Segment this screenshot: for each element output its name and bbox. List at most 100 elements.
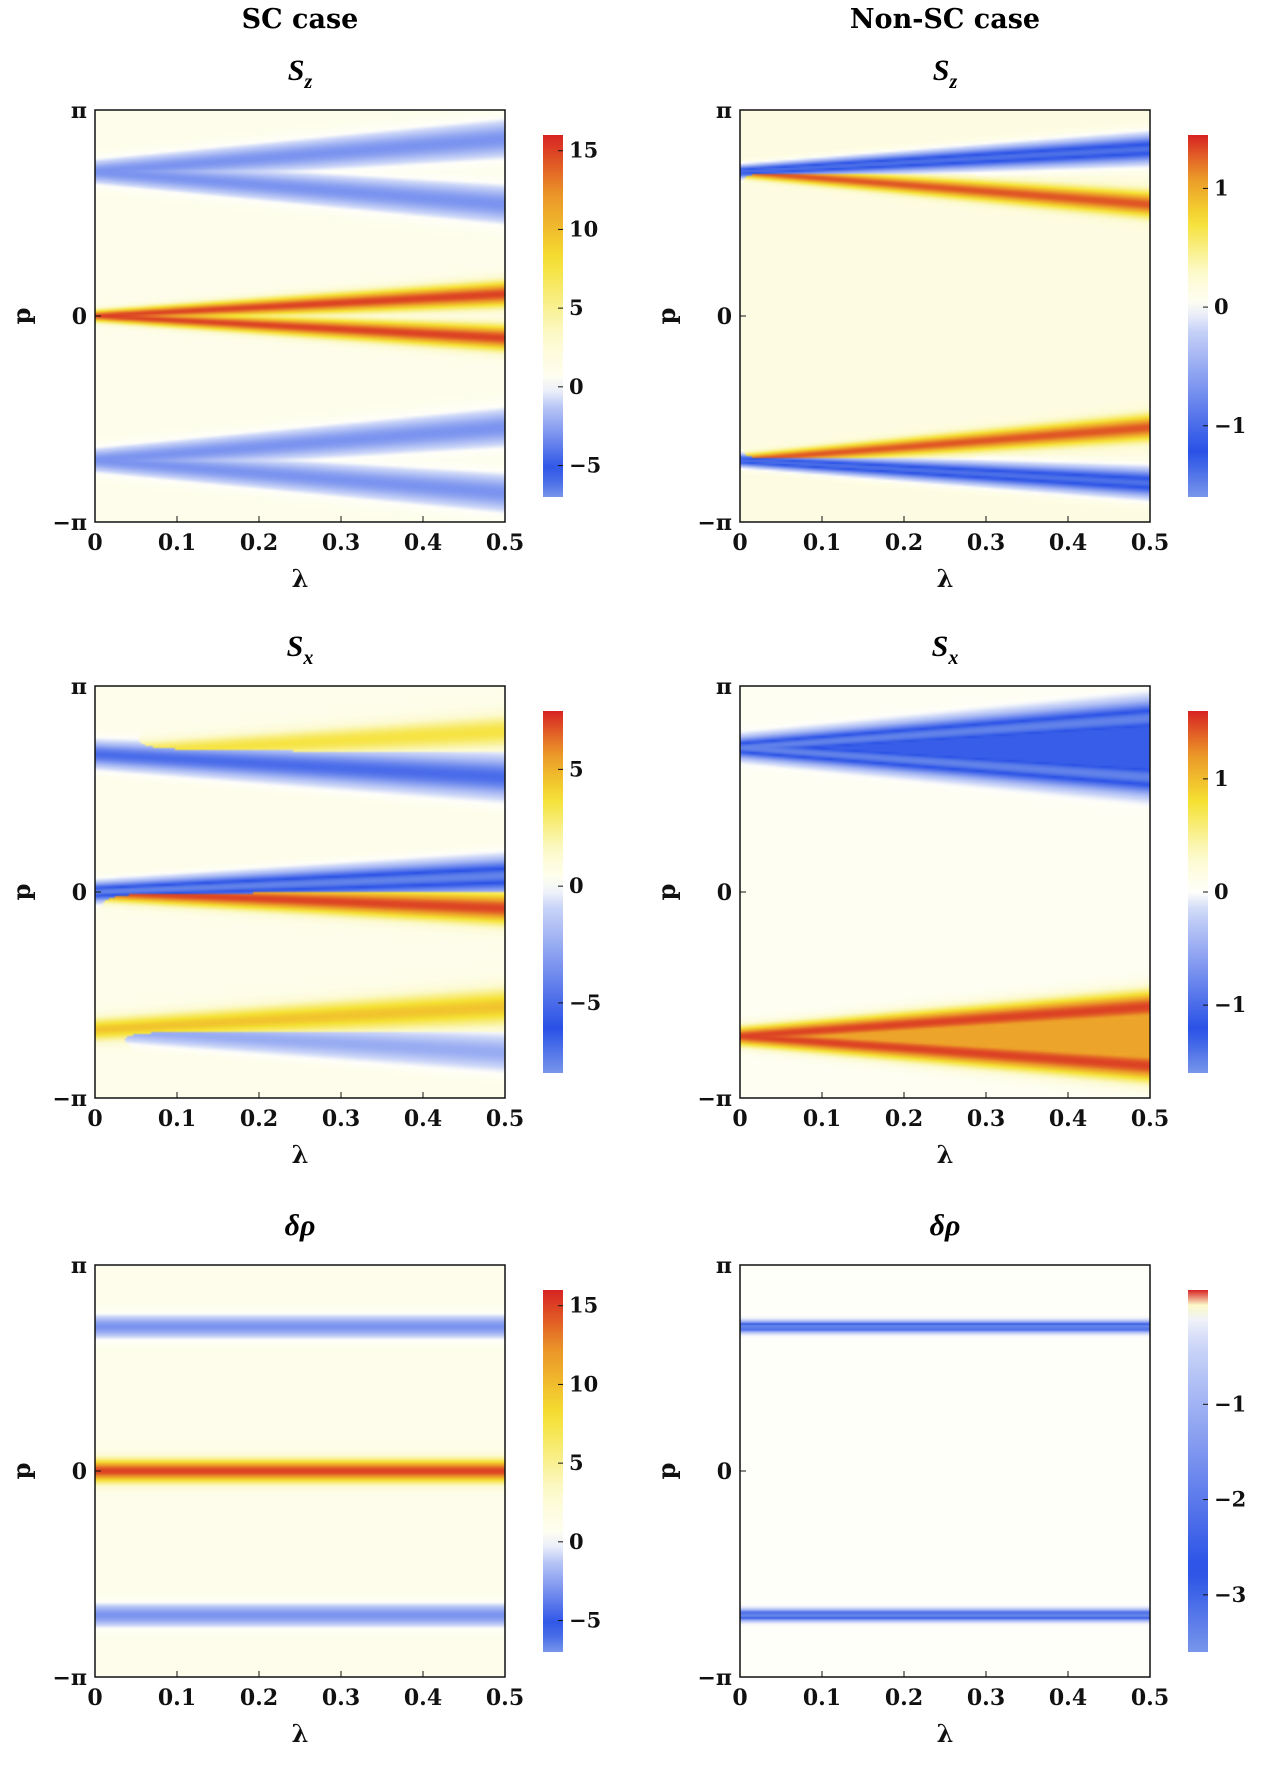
x-tick-label: 0	[87, 530, 102, 556]
x-tick-label: 0.1	[803, 1106, 841, 1132]
y-tick-label: 0	[72, 880, 87, 906]
y-axis-label: p	[652, 1463, 681, 1480]
colorbar-tick-label: −5	[569, 453, 601, 478]
x-tick-label: 0.2	[240, 1106, 278, 1132]
x-tick-label: 0.2	[240, 530, 278, 556]
heatmap-panel-sc-sx: Sx 0 0.1 0.2 0.3 0.4 0.5 −π 0 π λ p 5 0 −5	[0, 616, 620, 1190]
x-tick-label: 0.5	[486, 1685, 524, 1711]
y-tick-label: 0	[72, 304, 87, 330]
y-tick-label: 0	[717, 1459, 732, 1485]
colorbar-tick-label: 0	[1214, 879, 1229, 904]
panel-title: Sx	[287, 630, 314, 669]
colorbar-tick-label: 10	[569, 1371, 598, 1396]
x-tick-label: 0.4	[404, 530, 442, 556]
colorbar	[543, 1290, 563, 1652]
column-header-sc: SC case	[241, 4, 359, 35]
colorbar-tick-label: 0	[569, 374, 584, 399]
colorbar	[1188, 135, 1208, 497]
heatmap-panel-nsc-sx: Sx 0 0.1 0.2 0.3 0.4 0.5 −π 0 π λ p 1 0 −1	[645, 616, 1265, 1190]
x-tick-label: 0.5	[486, 530, 524, 556]
x-tick-label: 0.2	[885, 1106, 923, 1132]
x-tick-label: 0	[732, 1685, 747, 1711]
y-tick-label: π	[71, 674, 87, 700]
heatmap-image	[95, 1265, 505, 1677]
x-axis-label: λ	[937, 1140, 954, 1169]
x-tick-label: 0.5	[1131, 1685, 1169, 1711]
heatmap-panel-sc-sz: Sz 0 0.1 0.2 0.3 0.4 0.5 −π 0 π λ p 15 10 5 0 −5	[0, 40, 620, 614]
colorbar-tick-label: −1	[1214, 413, 1246, 438]
y-tick-label: π	[716, 98, 732, 124]
heatmap-image	[740, 1265, 1150, 1677]
y-tick-label: 0	[717, 304, 732, 330]
y-tick-label: 0	[72, 1459, 87, 1485]
y-axis-label: p	[7, 1463, 36, 1480]
x-tick-label: 0.4	[1049, 530, 1087, 556]
heatmap-panel-sc-drho: δρ 0 0.1 0.2 0.3 0.4 0.5 −π 0 π λ p 15 10 5 0 −5	[0, 1195, 620, 1769]
x-axis-label: λ	[292, 564, 309, 593]
x-tick-label: 0.4	[1049, 1106, 1087, 1132]
colorbar-tick-label: 1	[1214, 766, 1229, 791]
y-tick-label: −π	[52, 1086, 87, 1112]
y-tick-label: π	[716, 1253, 732, 1279]
x-tick-label: 0.1	[158, 1106, 196, 1132]
x-tick-label: 0.3	[967, 1685, 1005, 1711]
colorbar-tick-label: 5	[569, 756, 584, 781]
y-tick-label: 0	[717, 880, 732, 906]
colorbar	[1188, 1290, 1208, 1652]
colorbar-tick-label: −5	[569, 1608, 601, 1633]
colorbar-tick-label: −1	[1214, 1391, 1246, 1416]
x-tick-label: 0.4	[404, 1106, 442, 1132]
heatmap-image	[740, 686, 1150, 1098]
x-tick-label: 0.3	[967, 530, 1005, 556]
column-header-non-sc: Non-SC case	[849, 4, 1041, 35]
x-tick-label: 0.5	[1131, 1106, 1169, 1132]
y-tick-label: −π	[697, 1086, 732, 1112]
x-tick-label: 0.1	[803, 1685, 841, 1711]
colorbar-tick-label: 1	[1214, 175, 1229, 200]
colorbar-tick-label: 10	[569, 216, 598, 241]
heatmap-panel-nsc-sz: Sz 0 0.1 0.2 0.3 0.4 0.5 −π 0 π λ p 1 0 −1	[645, 40, 1265, 614]
panel-title: Sx	[932, 630, 959, 669]
x-axis-label: λ	[292, 1140, 309, 1169]
colorbar-tick-label: −5	[569, 990, 601, 1015]
y-axis-label: p	[7, 884, 36, 901]
x-tick-label: 0	[87, 1106, 102, 1132]
heatmap-image	[95, 686, 505, 1098]
panel-title: Sz	[288, 54, 313, 93]
x-tick-label: 0.4	[404, 1685, 442, 1711]
x-tick-label: 0.2	[885, 1685, 923, 1711]
x-tick-label: 0.4	[1049, 1685, 1087, 1711]
y-tick-label: −π	[697, 1665, 732, 1691]
heatmap-image	[95, 110, 505, 522]
y-tick-label: −π	[697, 510, 732, 536]
colorbar-tick-label: −2	[1214, 1487, 1246, 1512]
x-tick-label: 0.3	[322, 530, 360, 556]
colorbar-tick-label: 0	[569, 873, 584, 898]
colorbar-tick-label: −1	[1214, 992, 1246, 1017]
colorbar-tick-label: 0	[569, 1529, 584, 1554]
x-tick-label: 0.1	[158, 530, 196, 556]
colorbar-tick-label: 15	[569, 1293, 598, 1318]
x-tick-label: 0	[732, 1106, 747, 1132]
panel-title: Sz	[933, 54, 958, 93]
colorbar-tick-label: 5	[569, 1450, 584, 1475]
x-tick-label: 0.3	[322, 1106, 360, 1132]
x-tick-label: 0.1	[803, 530, 841, 556]
colorbar	[543, 135, 563, 497]
x-axis-label: λ	[937, 1719, 954, 1748]
colorbar-tick-label: 5	[569, 295, 584, 320]
colorbar	[543, 711, 563, 1073]
x-axis-label: λ	[937, 564, 954, 593]
panel-title: δρ	[285, 1209, 316, 1242]
y-axis-label: p	[7, 308, 36, 325]
y-tick-label: −π	[52, 1665, 87, 1691]
y-tick-label: π	[71, 98, 87, 124]
y-axis-label: p	[652, 884, 681, 901]
y-axis-label: p	[652, 308, 681, 325]
y-tick-label: π	[71, 1253, 87, 1279]
